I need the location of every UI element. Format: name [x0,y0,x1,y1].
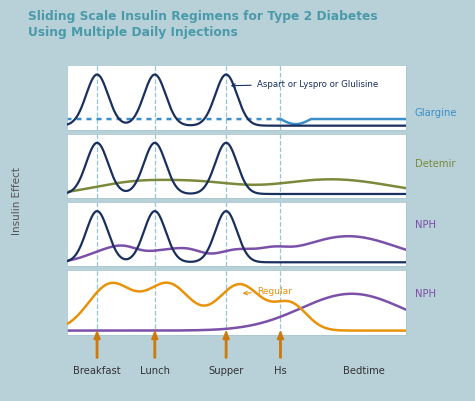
Text: Regular: Regular [244,286,292,296]
Text: Aspart or Lyspro or Glulisine: Aspart or Lyspro or Glulisine [232,80,378,89]
Text: Sliding Scale Insulin Regimens for Type 2 Diabetes: Sliding Scale Insulin Regimens for Type … [28,10,378,23]
Text: Glargine: Glargine [415,107,457,117]
Text: NPH: NPH [415,220,436,230]
Text: Supper: Supper [209,365,244,375]
Text: Hs: Hs [274,365,287,375]
Text: Detemir: Detemir [415,158,455,168]
Text: Bedtime: Bedtime [343,365,385,375]
Text: Insulin Effect: Insulin Effect [11,167,22,234]
Text: Using Multiple Daily Injections: Using Multiple Daily Injections [28,26,238,39]
Text: Breakfast: Breakfast [73,365,121,375]
Text: Lunch: Lunch [140,365,170,375]
Text: NPH: NPH [415,288,436,298]
